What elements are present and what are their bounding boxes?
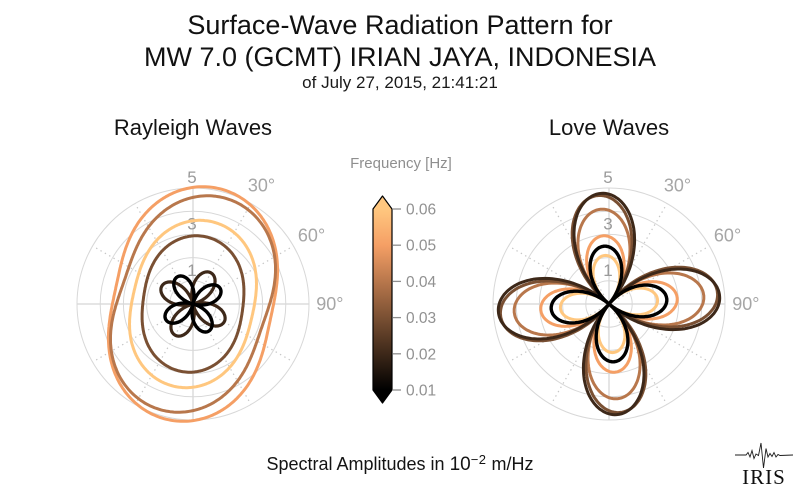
radial-tick-label: 1 — [187, 261, 196, 280]
theta-tick-label: 90° — [732, 294, 759, 314]
iris-logo-text: IRIS — [742, 465, 786, 489]
radial-tick-label: 5 — [603, 168, 612, 187]
radiation-pattern-curve-0.01hz — [549, 244, 669, 364]
colorbar-tick-label: 0.05 — [406, 238, 436, 255]
frequency-colorbar: 0.06 0.05 0.04 0.03 0.02 0.01 — [372, 195, 437, 404]
radiation-pattern-curve-0.03hz — [140, 234, 246, 374]
polar-grid-circle — [492, 187, 726, 421]
theta-tick-label: 60° — [714, 226, 741, 246]
radial-tick-label: 5 — [187, 168, 196, 187]
figure-title-line1: Surface-Wave Radiation Pattern for — [187, 10, 613, 40]
colorbar-tick-label: 0.02 — [406, 346, 436, 363]
colorbar-tick-label: 0.03 — [406, 310, 436, 327]
colorbar-title: Frequency [Hz] — [350, 155, 452, 172]
polar-grid-circle — [146, 257, 240, 351]
radial-tick-label: 3 — [603, 214, 612, 233]
radiation-pattern-curve-0.02hz — [496, 191, 722, 417]
colorbar-tick-label: 0.04 — [406, 274, 437, 291]
polar-grid-circle — [169, 280, 217, 328]
figure-subtitle-date: of July 27, 2015, 21:41:21 — [302, 73, 498, 92]
radial-tick-label: 3 — [187, 214, 196, 233]
iris-logo: IRIS — [735, 442, 794, 489]
love-polar-plot: 1 3 5 30° 60° 90° — [492, 168, 759, 421]
colorbar-gradient-bar — [372, 195, 393, 404]
figure-title-line2: MW 7.0 (GCMT) IRIAN JAYA, INDONESIA — [143, 42, 657, 72]
iris-logo-seismogram-icon — [735, 442, 794, 469]
radiation-pattern-curve-0.04hz — [109, 194, 277, 414]
radial-tick-label: 1 — [603, 261, 612, 280]
colorbar-tick-label: 0.06 — [406, 202, 436, 219]
colorbar-tick-label: 0.01 — [406, 383, 436, 400]
rayleigh-polar-plot: 1 3 5 30° 60° 90° — [76, 168, 343, 423]
caption-suffix: m/Hz — [491, 454, 534, 474]
caption-power-base: 10 — [449, 454, 471, 475]
amplitude-units-caption: Spectral Amplitudes in 10−2 m/Hz — [0, 452, 800, 476]
theta-tick-label: 30° — [248, 175, 275, 195]
radiation-pattern-curve-0.06hz — [128, 218, 258, 390]
theta-tick-label: 90° — [316, 294, 343, 314]
radiation-pattern-curve-0.01hz — [163, 274, 223, 334]
love-plot-title: Love Waves — [548, 115, 670, 140]
caption-power-exponent: −2 — [470, 452, 487, 467]
theta-tick-label: 30° — [664, 175, 691, 195]
rayleigh-plot-title: Rayleigh Waves — [113, 115, 273, 140]
polar-grid-circle — [538, 233, 680, 375]
theta-tick-label: 60° — [298, 226, 325, 246]
caption-prefix: Spectral Amplitudes in — [266, 454, 445, 474]
radiation-pattern-curve-0.05hz — [106, 185, 280, 423]
polar-grid-circle — [99, 210, 287, 398]
polar-grid-circle — [585, 280, 633, 328]
